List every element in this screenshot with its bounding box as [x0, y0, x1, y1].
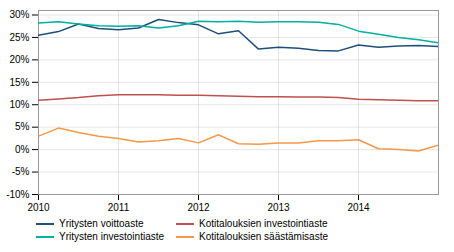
svg-text:2013: 2013 — [267, 202, 290, 213]
svg-text:5%: 5% — [15, 121, 30, 132]
svg-text:20%: 20% — [9, 54, 29, 65]
svg-text:15%: 15% — [9, 77, 29, 88]
svg-text:-10%: -10% — [6, 189, 29, 200]
html-text:Kotitalouksien säästämisaste: Kotitalouksien säästämisaste — [199, 231, 328, 242]
svg-text:2014: 2014 — [347, 202, 370, 213]
svg-text:-5%: -5% — [12, 166, 30, 177]
svg-text:25%: 25% — [9, 32, 29, 43]
svg-text:2011: 2011 — [108, 202, 130, 213]
html-text:Yritysten investointiaste: Yritysten investointiaste — [59, 231, 165, 242]
html-text:Yritysten voittoaste: Yritysten voittoaste — [59, 218, 144, 229]
html-text:Kotitalouksien investointiaste: Kotitalouksien investointiaste — [199, 218, 328, 229]
svg-text:0%: 0% — [15, 144, 30, 155]
svg-text:2010: 2010 — [27, 202, 50, 213]
svg-text:10%: 10% — [9, 99, 29, 110]
svg-text:30%: 30% — [9, 9, 29, 20]
svg-text:2012: 2012 — [187, 202, 210, 213]
